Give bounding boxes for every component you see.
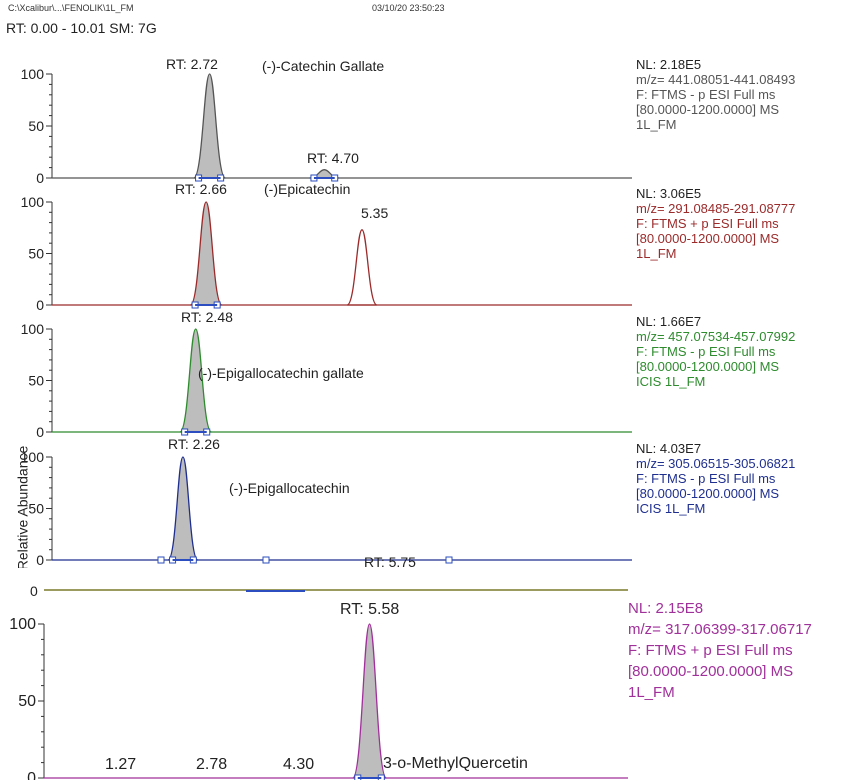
y-tick-label-3: 0	[36, 424, 44, 440]
info-2-file: 1L_FM	[636, 246, 677, 261]
y-tick-label-5: 50	[18, 693, 36, 710]
info-5-file: 1L_FM	[628, 684, 675, 701]
integration-marker	[445, 556, 453, 564]
y-tick-label-5: 100	[9, 616, 36, 633]
compound-label-1: (-)-Catechin Gallate	[262, 58, 384, 74]
info-1-file: 1L_FM	[636, 117, 677, 132]
peak-3-1	[179, 328, 213, 433]
trace-info-5: NL: 2.15E8 m/z= 317.06399-317.06717 F: F…	[628, 598, 812, 703]
info-4-file: ICIS 1L_FM	[636, 501, 706, 516]
y-tick-label-1: 50	[28, 118, 44, 134]
peak-label-1-1: RT: 2.72	[166, 56, 218, 72]
info-3-range: [80.0000-1200.0000] MS	[636, 359, 780, 374]
peak-label-4-1: RT: 2.26	[168, 436, 220, 452]
info-1-nl: NL: 2.18E5	[636, 57, 702, 72]
y-tick-label-3: 100	[21, 321, 45, 337]
peak-5-1	[352, 623, 387, 779]
peak-label-5-1: RT: 5.58	[340, 601, 399, 618]
peak-label-5-4: 4.30	[283, 756, 314, 773]
info-3-file: ICIS 1L_FM	[636, 374, 706, 389]
y-tick-label-2: 50	[28, 246, 44, 262]
trace-info-1: NL: 2.18E5 m/z= 441.08051-441.08493 F: F…	[636, 57, 795, 132]
y-tick-label-2: 100	[21, 194, 45, 210]
info-4-nl: NL: 4.03E7	[636, 441, 702, 456]
y-tick-label-2: 0	[36, 297, 44, 313]
file-path: C:\Xcalibur\...\FENOLIK\1L_FM	[8, 3, 134, 13]
info-3-mz: m/z= 457.07534-457.07992	[636, 329, 796, 344]
acquisition-datetime: 03/10/20 23:50:23	[372, 3, 445, 13]
compound-label-5: 3-o-MethylQuercetin	[383, 755, 528, 772]
trace-info-2: NL: 3.06E5 m/z= 291.08485-291.08777 F: F…	[636, 186, 795, 261]
integration-marker	[262, 556, 270, 564]
peak-label-1-2: RT: 4.70	[307, 150, 359, 166]
y-tick-label-5: 0	[27, 770, 36, 780]
y-tick-label-1: 100	[21, 66, 45, 82]
info-2-filter: F: FTMS + p ESI Full ms	[636, 216, 779, 231]
info-5-nl: NL: 2.15E8	[628, 600, 704, 617]
info-1-range: [80.0000-1200.0000] MS	[636, 102, 780, 117]
chromatogram-header: C:\Xcalibur\...\FENOLIK\1L_FM 03/10/20 2…	[0, 0, 852, 40]
peak-label-2-2: 5.35	[361, 205, 388, 221]
info-1-mz: m/z= 441.08051-441.08493	[636, 72, 796, 87]
compound-label-4: (-)-Epigallocatechin	[229, 480, 350, 496]
info-3-filter: F: FTMS - p ESI Full ms	[636, 344, 776, 359]
info-3-nl: NL: 1.66E7	[636, 314, 702, 329]
compound-label-3: (-)-Epigallocatechin gallate	[198, 365, 364, 381]
y-tick-label-4: 0	[36, 552, 44, 568]
info-4-range: [80.0000-1200.0000] MS	[636, 486, 780, 501]
rt-range-label: RT: 0.00 - 10.01 SM: 7G	[6, 20, 157, 36]
section-gap	[0, 568, 852, 584]
peak-2-2	[346, 229, 378, 306]
peak-1-1	[193, 73, 226, 179]
peak-2-1	[189, 201, 223, 306]
y-tick-label-4: 100	[21, 449, 45, 465]
peak-label-2-1: RT: 2.66	[175, 181, 227, 197]
integration-marker	[157, 556, 165, 564]
info-1-filter: F: FTMS - p ESI Full ms	[636, 87, 776, 102]
y-tick-label-3: 50	[28, 373, 44, 389]
compound-label-2: (-)Epicatechin	[264, 181, 350, 197]
peak-label-5-2: 1.27	[105, 756, 136, 773]
peak-4-1	[167, 456, 199, 561]
y-tick-label-1: 0	[36, 170, 44, 186]
info-5-range: [80.0000-1200.0000] MS	[628, 663, 794, 680]
trace-info-4: NL: 4.03E7 m/z= 305.06515-305.06821 F: F…	[636, 441, 795, 516]
y-tick-label-4: 50	[28, 501, 44, 517]
info-5-mz: m/z= 317.06399-317.06717	[628, 621, 812, 638]
info-2-nl: NL: 3.06E5	[636, 186, 702, 201]
info-5-filter: F: FTMS + p ESI Full ms	[628, 642, 793, 659]
trace-info-3: NL: 1.66E7 m/z= 457.07534-457.07992 F: F…	[636, 314, 795, 389]
peak-label-4-2: RT: 5.75	[364, 554, 416, 570]
info-4-mz: m/z= 305.06515-305.06821	[636, 456, 796, 471]
info-2-range: [80.0000-1200.0000] MS	[636, 231, 780, 246]
info-4-filter: F: FTMS - p ESI Full ms	[636, 471, 776, 486]
peak-label-3-1: RT: 2.48	[181, 309, 233, 325]
cropped-tick-remnant: 0	[30, 583, 38, 599]
peak-label-5-3: 2.78	[196, 756, 227, 773]
info-2-mz: m/z= 291.08485-291.08777	[636, 201, 796, 216]
